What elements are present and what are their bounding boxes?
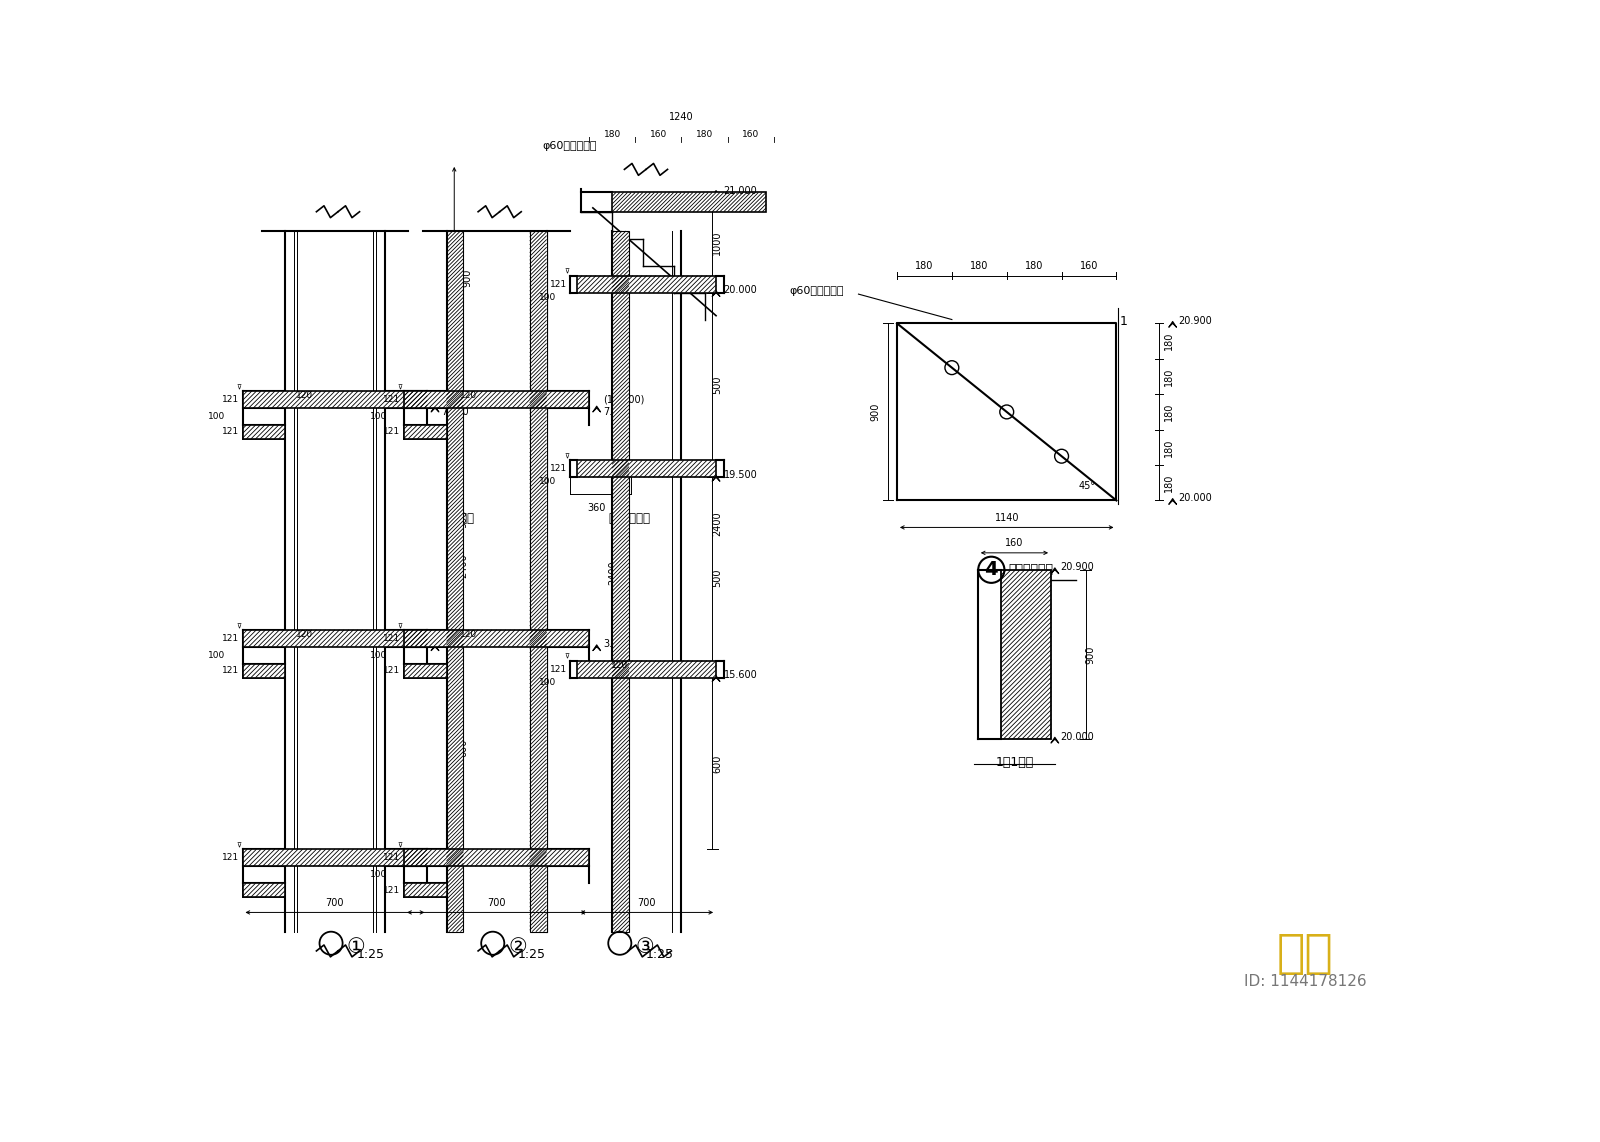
Text: ⊽: ⊽: [398, 622, 403, 628]
Text: ⊽: ⊽: [398, 842, 403, 847]
Text: 180: 180: [1026, 262, 1043, 271]
Text: 100: 100: [370, 412, 387, 421]
Text: 900: 900: [462, 268, 472, 287]
Text: 120: 120: [459, 392, 477, 400]
Text: 121: 121: [221, 395, 238, 404]
Text: 3.900: 3.900: [442, 640, 469, 650]
Text: 1－1断面: 1－1断面: [995, 756, 1034, 769]
Text: 15.600: 15.600: [723, 670, 757, 681]
Text: 900: 900: [458, 509, 469, 528]
Text: 100: 100: [539, 477, 555, 486]
Text: 700: 700: [637, 898, 656, 908]
Text: 1240: 1240: [669, 112, 694, 122]
Text: φ60不锈钢栏杆: φ60不锈钢栏杆: [542, 142, 597, 151]
Text: 500: 500: [712, 569, 722, 587]
Text: 1:25: 1:25: [518, 948, 546, 960]
Bar: [530, 231, 547, 932]
Text: 121: 121: [221, 427, 238, 436]
Text: 1:25: 1:25: [357, 948, 384, 960]
Text: 100: 100: [539, 292, 555, 301]
Text: φ60不锈钢栏杆: φ60不锈钢栏杆: [789, 286, 843, 296]
Text: 160: 160: [1080, 262, 1098, 271]
Text: 900: 900: [619, 509, 630, 528]
Text: 160: 160: [1005, 538, 1024, 548]
Text: 180: 180: [1165, 439, 1174, 457]
Text: 160: 160: [742, 129, 760, 138]
Text: 121: 121: [221, 634, 238, 643]
Text: 160: 160: [650, 129, 667, 138]
Text: 4: 4: [984, 561, 998, 579]
Bar: [446, 231, 464, 932]
Text: 2400: 2400: [712, 512, 722, 536]
Text: 121: 121: [384, 885, 400, 894]
Bar: [578, 460, 717, 477]
Text: ②: ②: [509, 938, 526, 957]
Text: 900: 900: [1086, 645, 1096, 664]
Text: 120: 120: [459, 630, 477, 640]
Text: 180: 180: [1165, 368, 1174, 386]
Text: 2400: 2400: [446, 553, 456, 578]
Text: ③: ③: [635, 938, 654, 957]
Bar: [1002, 570, 1051, 739]
Text: 100: 100: [539, 677, 555, 686]
Text: 600: 600: [458, 739, 469, 757]
Text: 500: 500: [712, 376, 722, 394]
Text: 180: 180: [1165, 403, 1174, 421]
Text: 180: 180: [696, 129, 714, 138]
Text: 180: 180: [915, 262, 934, 271]
Text: 3.900: 3.900: [603, 640, 630, 650]
Text: 121: 121: [384, 666, 400, 675]
Bar: [243, 850, 427, 867]
Text: 1140: 1140: [995, 513, 1019, 523]
Text: 120: 120: [611, 661, 629, 669]
Text: 1000: 1000: [712, 231, 722, 255]
Text: 121: 121: [549, 665, 566, 674]
Text: ⊽: ⊽: [237, 622, 242, 628]
Text: 100: 100: [370, 651, 387, 660]
Text: 600: 600: [619, 739, 630, 757]
Text: 121: 121: [549, 280, 566, 289]
Text: 铝合金百叶窗: 铝合金百叶窗: [608, 513, 650, 525]
Text: 20.000: 20.000: [723, 286, 757, 296]
Bar: [243, 425, 285, 439]
Bar: [578, 275, 717, 292]
Bar: [405, 392, 589, 408]
Text: 120: 120: [296, 630, 312, 640]
Text: 700: 700: [488, 898, 506, 908]
Text: ⊽: ⊽: [565, 653, 570, 659]
Text: (11.700)
7.800: (11.700) 7.800: [442, 395, 483, 417]
Bar: [405, 850, 589, 867]
Text: ⊽: ⊽: [398, 384, 403, 389]
Text: ①: ①: [347, 938, 365, 957]
Text: 121: 121: [549, 465, 566, 474]
Text: ⊽: ⊽: [237, 842, 242, 847]
Text: 20.000: 20.000: [1178, 493, 1211, 504]
Text: 120: 120: [296, 392, 312, 400]
Text: ⊽: ⊽: [237, 384, 242, 389]
Text: ⊽: ⊽: [565, 453, 570, 459]
Bar: [405, 630, 589, 646]
Text: 121: 121: [221, 666, 238, 675]
Text: 20.900: 20.900: [1178, 316, 1211, 327]
Text: ⊽: ⊽: [565, 268, 570, 274]
Text: 100: 100: [208, 651, 226, 660]
Text: 45°: 45°: [1078, 481, 1096, 491]
Text: 180: 180: [1165, 332, 1174, 351]
Text: 2400: 2400: [458, 554, 469, 578]
Bar: [243, 392, 427, 408]
Text: 121: 121: [221, 853, 238, 862]
Text: 180: 180: [1165, 474, 1174, 492]
Text: 180: 180: [603, 129, 621, 138]
Text: 1:25: 1:25: [645, 948, 674, 960]
Text: (11.700)
7.800: (11.700) 7.800: [603, 395, 645, 417]
Text: 立板侧立面图: 立板侧立面图: [1008, 563, 1053, 577]
Text: 900: 900: [870, 403, 880, 421]
Bar: [243, 630, 427, 646]
Text: 白色窗扇: 白色窗扇: [446, 513, 475, 525]
Text: 360: 360: [587, 504, 606, 513]
Text: 700: 700: [326, 898, 344, 908]
Text: 180: 180: [970, 262, 989, 271]
Text: 20.000: 20.000: [1061, 732, 1094, 742]
Text: 知末: 知末: [1277, 932, 1333, 978]
Text: 19.500: 19.500: [723, 471, 757, 480]
